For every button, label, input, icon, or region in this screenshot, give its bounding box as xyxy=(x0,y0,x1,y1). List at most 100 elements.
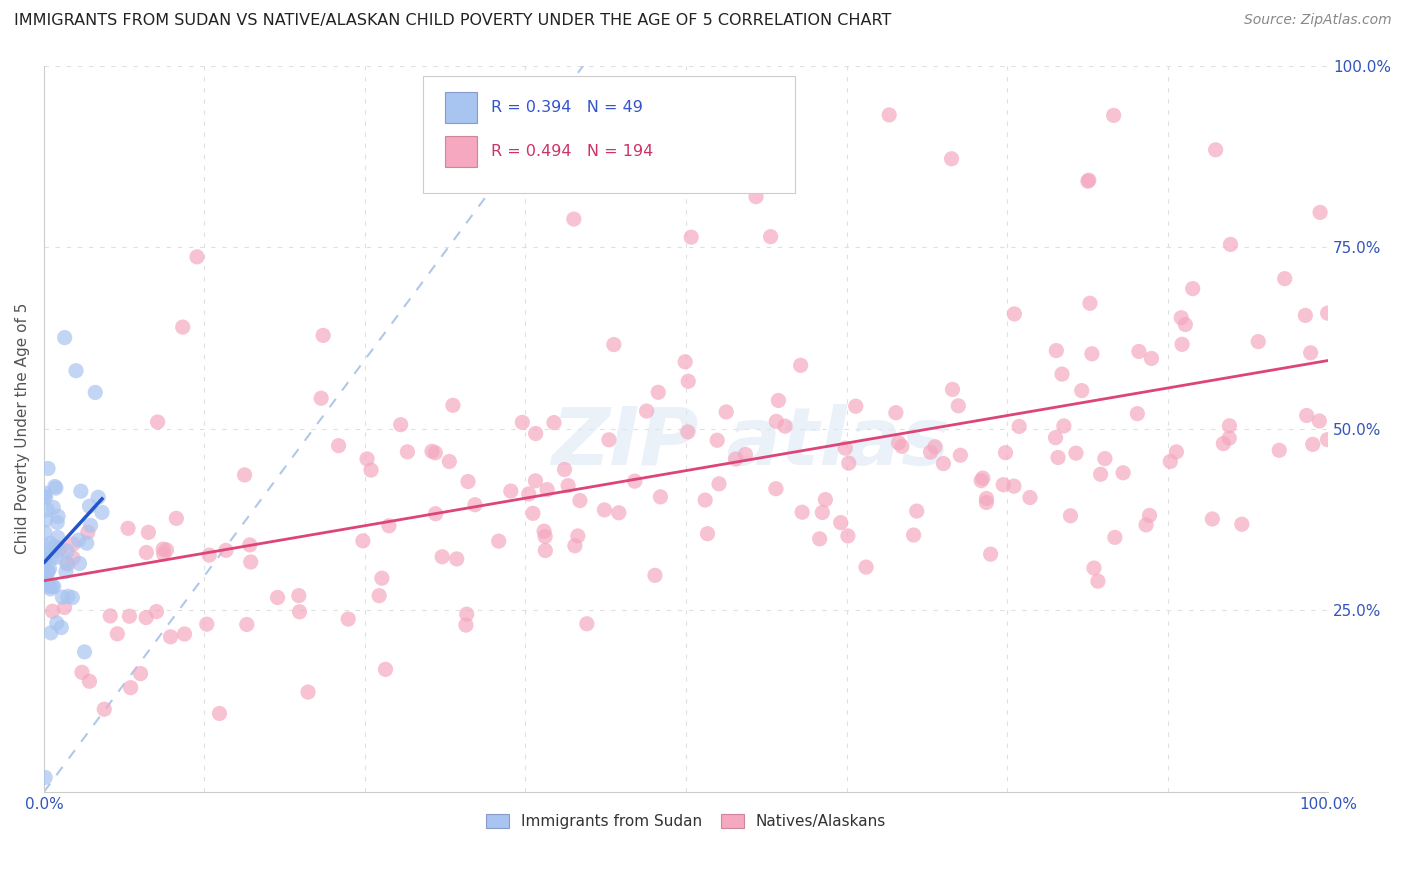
Point xyxy=(1299,346,1322,360)
Text: R = 0.494   N = 194: R = 0.494 N = 194 xyxy=(491,144,652,159)
Point xyxy=(42,500,65,515)
Point xyxy=(1090,467,1112,482)
Point xyxy=(69,557,91,571)
Point xyxy=(67,533,90,547)
Point xyxy=(34,554,56,568)
Point xyxy=(46,531,69,545)
Point xyxy=(837,529,859,543)
Point xyxy=(884,406,907,420)
Point xyxy=(239,538,262,552)
Point xyxy=(439,454,461,468)
Point xyxy=(695,493,717,508)
Point xyxy=(650,490,672,504)
Point xyxy=(980,547,1002,561)
Point xyxy=(994,446,1017,460)
Point xyxy=(1112,466,1135,480)
Point xyxy=(644,568,666,582)
Point xyxy=(356,451,378,466)
Text: IMMIGRANTS FROM SUDAN VS NATIVE/ALASKAN CHILD POVERTY UNDER THE AGE OF 5 CORRELA: IMMIGRANTS FROM SUDAN VS NATIVE/ALASKAN … xyxy=(14,13,891,29)
Point xyxy=(51,621,73,635)
Point xyxy=(65,364,87,378)
Point xyxy=(706,434,728,448)
Point xyxy=(173,627,195,641)
Point xyxy=(41,604,63,618)
Point xyxy=(441,398,464,412)
Point xyxy=(593,503,616,517)
Point xyxy=(79,518,101,533)
Point xyxy=(37,461,59,475)
Point xyxy=(1294,309,1316,323)
Point xyxy=(42,580,65,594)
Point xyxy=(676,425,699,439)
Point xyxy=(446,552,468,566)
Point xyxy=(37,577,59,591)
Point xyxy=(1126,407,1149,421)
Point xyxy=(172,320,194,334)
Point xyxy=(536,483,558,497)
Point xyxy=(425,446,447,460)
Point xyxy=(1053,419,1076,434)
Point xyxy=(948,399,970,413)
Point xyxy=(1201,512,1223,526)
Point xyxy=(681,230,703,244)
Point xyxy=(45,550,67,565)
Point xyxy=(239,555,262,569)
Point xyxy=(724,452,747,467)
Point xyxy=(76,536,98,550)
Point xyxy=(34,771,56,785)
Text: R = 0.394   N = 49: R = 0.394 N = 49 xyxy=(491,100,643,115)
Point xyxy=(159,630,181,644)
Point xyxy=(105,627,128,641)
Point xyxy=(120,681,142,695)
Point xyxy=(288,589,311,603)
Point xyxy=(1070,384,1092,398)
Point xyxy=(838,456,860,470)
Point xyxy=(1002,307,1025,321)
Point xyxy=(186,250,208,264)
Point xyxy=(1166,445,1188,459)
Point xyxy=(903,528,925,542)
Point xyxy=(1102,108,1125,122)
Point xyxy=(56,590,79,604)
Point xyxy=(924,440,946,454)
Point xyxy=(155,542,177,557)
Point xyxy=(517,487,540,501)
Point xyxy=(534,543,557,558)
Point xyxy=(425,507,447,521)
Point xyxy=(41,579,63,593)
Point xyxy=(37,579,59,593)
Point xyxy=(79,674,101,689)
Point xyxy=(765,482,787,496)
Point xyxy=(34,578,56,592)
Point xyxy=(135,610,157,624)
Point xyxy=(152,547,174,561)
Point xyxy=(464,498,486,512)
Point xyxy=(35,571,58,585)
Point xyxy=(457,475,479,489)
Point xyxy=(734,447,756,461)
Point xyxy=(49,541,72,556)
Point xyxy=(932,457,955,471)
Point xyxy=(534,529,557,543)
Point xyxy=(1077,173,1099,187)
Point xyxy=(993,477,1015,491)
Point xyxy=(1077,174,1099,188)
Point xyxy=(562,212,585,227)
Point xyxy=(37,565,59,579)
Point xyxy=(117,521,139,535)
Point xyxy=(499,484,522,499)
Point xyxy=(46,516,69,530)
Point xyxy=(1274,271,1296,285)
Point xyxy=(1045,431,1067,445)
Point xyxy=(855,560,877,574)
Point xyxy=(1128,344,1150,359)
Point xyxy=(745,189,768,203)
Point xyxy=(1230,517,1253,532)
Point xyxy=(37,564,59,578)
Point xyxy=(360,463,382,477)
Point xyxy=(623,474,645,488)
Point xyxy=(420,444,443,458)
Point xyxy=(1087,574,1109,589)
Point xyxy=(773,419,796,434)
Point xyxy=(1247,334,1270,349)
